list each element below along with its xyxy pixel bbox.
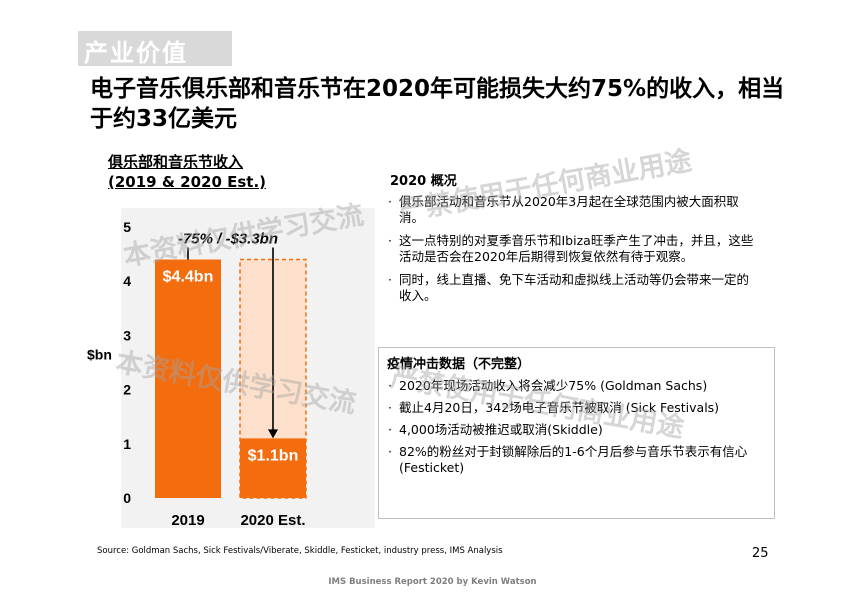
y-axis-label: $bn <box>87 346 112 362</box>
bar-value-label: $1.1bn <box>248 447 299 464</box>
change-arrowhead <box>268 429 278 439</box>
y-tick-label: 2 <box>123 382 131 398</box>
y-tick-label: 1 <box>123 436 131 452</box>
chart-title-line-1: 俱乐部和音乐节收入 <box>108 153 244 171</box>
overview-title: 2020 概况 <box>390 174 457 189</box>
bar <box>155 259 221 498</box>
overview-bullet: 同时，线上直播、免下车活动和虚拟线上活动等仍会带来一定的收入。 <box>380 272 760 304</box>
y-tick-label: 3 <box>123 327 131 343</box>
impact-bullet: 截止4月20日，342场电子音乐节被取消 (Sick Festivals) <box>379 400 774 416</box>
section-label: 产业价值 <box>84 39 188 67</box>
section-tag: 产业价值 <box>78 31 232 67</box>
impact-bullets: 2020年现场活动收入将会减少75% (Goldman Sachs) 截止4月2… <box>379 378 774 482</box>
impact-box: 疫情冲击数据（不完整） 2020年现场活动收入将会减少75% (Goldman … <box>378 347 775 519</box>
source-note: Source: Goldman Sachs, Sick Festivals/Vi… <box>97 546 503 556</box>
chart-title-line-2: (2019 & 2020 Est.) <box>108 173 266 191</box>
x-category-label: 2019 <box>171 512 204 529</box>
y-tick-label: 4 <box>123 273 131 289</box>
bar <box>240 438 306 498</box>
y-tick-label: 0 <box>123 490 131 506</box>
slide-headline: 电子音乐俱乐部和音乐节在2020年可能损失大约75%的收入，相当于约33亿美元 <box>90 76 785 132</box>
impact-bullet: 82%的粉丝对于封锁解除后的1-6个月后参与音乐节表示有信心 (Festicke… <box>379 444 774 476</box>
overview-bullet: 这一点特别的对夏季音乐节和Ibiza旺季产生了冲击，并且，这些活动是否会在202… <box>380 233 760 265</box>
impact-title: 疫情冲击数据（不完整） <box>387 357 531 372</box>
page-number: 25 <box>752 546 769 561</box>
y-tick-label: 5 <box>123 219 131 235</box>
change-annotation: -75% / -$3.3bn <box>178 231 278 248</box>
impact-bullet: 4,000场活动被推迟或取消(Skiddle) <box>379 422 774 438</box>
annotation-background <box>162 226 294 248</box>
chart-title: 俱乐部和音乐节收入 (2019 & 2020 Est.) <box>108 152 266 192</box>
impact-bullet: 2020年现场活动收入将会减少75% (Goldman Sachs) <box>379 378 774 394</box>
overview-bullet: 俱乐部活动和音乐节从2020年3月起在全球范围内被大面积取消。 <box>380 194 760 226</box>
overview-bullets: 俱乐部活动和音乐节从2020年3月起在全球范围内被大面积取消。 这一点特别的对夏… <box>380 194 760 311</box>
x-category-label: 2020 Est. <box>240 512 305 529</box>
bar-value-label: $4.4bn <box>163 269 214 286</box>
footer-credit: IMS Business Report 2020 by Kevin Watson <box>328 577 537 587</box>
